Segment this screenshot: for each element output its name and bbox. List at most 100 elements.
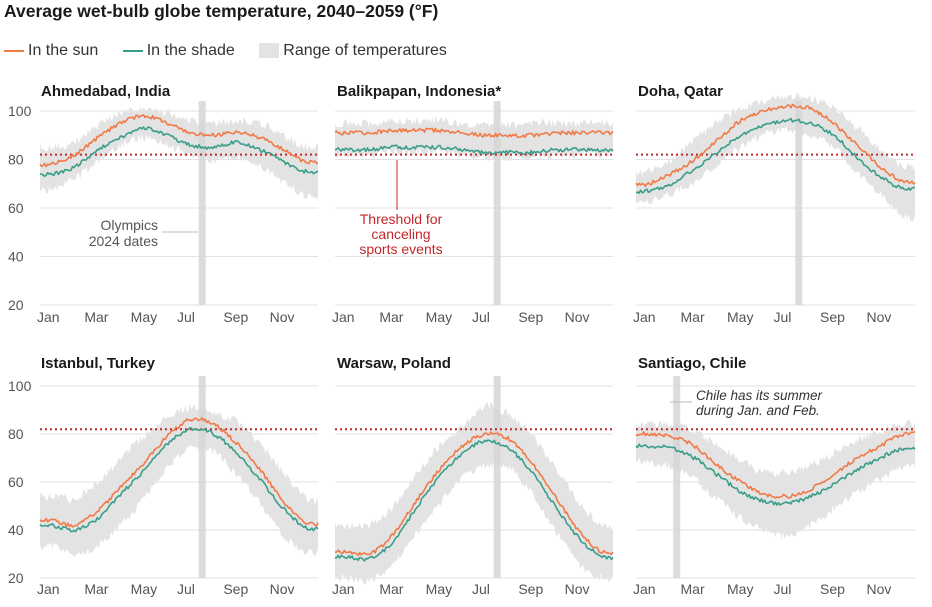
y-tick-label: 20	[8, 570, 24, 586]
x-tick-label: Jan	[633, 309, 656, 325]
shade-line	[635, 443, 916, 506]
x-tick-label: Nov	[270, 581, 295, 597]
x-tick-label: Nov	[867, 309, 892, 325]
x-tick-label: Sep	[518, 309, 543, 325]
shade-line	[39, 126, 319, 178]
y-tick-label: 40	[8, 522, 24, 538]
sun-line	[334, 127, 614, 139]
x-tick-label: May	[426, 581, 452, 597]
highlight-bar	[493, 101, 501, 305]
panel-1: 20 40 60 80 100 Jan Mar May Jul Sep Nov Ahmedabad, …	[8, 83, 319, 325]
panel-4: 20 40 60 80 100 Jan Mar May Jul Sep Nov Istanbul, T…	[8, 355, 319, 597]
annotation-text: Threshold for	[360, 211, 443, 227]
x-tick-label: Jul	[774, 581, 792, 597]
sun-line	[635, 430, 916, 499]
annotation-text: Chile has its summer	[696, 388, 823, 403]
range-band	[335, 401, 613, 586]
x-tick-label: Mar	[681, 581, 705, 597]
x-tick-label: Jan	[37, 581, 60, 597]
x-tick-label: May	[426, 309, 452, 325]
legend-item-sun: In the sun	[4, 42, 98, 60]
y-tick-label: 60	[8, 200, 24, 216]
annotation-text: Olympics	[100, 217, 158, 233]
y-tick-label: 80	[8, 152, 24, 168]
legend-label-shade: In the shade	[146, 42, 235, 59]
x-tick-label: Jul	[472, 581, 490, 597]
x-tick-label: Sep	[820, 309, 845, 325]
shade-line	[635, 117, 915, 194]
sun-line	[334, 431, 614, 557]
range-band	[40, 404, 318, 558]
x-tick-label: Mar	[84, 581, 108, 597]
sun-line	[635, 103, 916, 187]
x-tick-label: Sep	[518, 581, 543, 597]
legend-label-sun: In the sun	[28, 42, 99, 59]
x-tick-label: May	[131, 581, 157, 597]
legend-swatch-sun	[4, 49, 24, 52]
x-tick-label: May	[727, 309, 753, 325]
x-tick-label: Jul	[177, 581, 195, 597]
x-tick-label: Mar	[379, 309, 403, 325]
y-tick-label: 40	[8, 249, 24, 265]
shade-line	[334, 439, 614, 562]
x-tick-label: Mar	[681, 309, 705, 325]
x-tick-label: Mar	[84, 309, 108, 325]
panel-title: Istanbul, Turkey	[41, 355, 156, 372]
annotation-text: 2024 dates	[89, 233, 158, 249]
x-tick-label: May	[727, 581, 753, 597]
range-band	[636, 92, 915, 222]
x-tick-label: Jul	[177, 309, 195, 325]
x-tick-label: Nov	[270, 309, 295, 325]
y-tick-label: 80	[8, 426, 24, 442]
x-tick-label: Nov	[565, 309, 590, 325]
panel-title: Ahmedabad, India	[41, 83, 171, 100]
range-band	[636, 419, 915, 539]
legend-swatch-shade	[122, 49, 143, 52]
range-band	[40, 107, 318, 200]
panel-2: Jan Mar May Jul Sep Nov Balikpapan, Indonesia*	[332, 83, 614, 325]
x-tick-label: Nov	[565, 581, 590, 597]
x-tick-label: Jan	[332, 309, 355, 325]
x-tick-label: Sep	[223, 309, 248, 325]
panel-3: Jan Mar May Jul Sep Nov Doha, Qatar	[633, 83, 916, 325]
highlight-bar	[198, 101, 206, 305]
shade-line	[334, 144, 614, 155]
x-tick-label: Mar	[379, 581, 403, 597]
sun-line	[39, 417, 319, 528]
chart-title: Average wet-bulb globe temperature, 2040…	[4, 1, 439, 21]
highlight-bar	[795, 101, 803, 305]
x-tick-label: Jan	[633, 581, 656, 597]
panel-title: Doha, Qatar	[638, 83, 723, 100]
panel-5: Jan Mar May Jul Sep Nov Warsaw, Poland	[332, 355, 614, 597]
x-tick-label: Jan	[332, 581, 355, 597]
legend-label-range: Range of temperatures	[283, 42, 447, 59]
x-tick-label: Jul	[774, 309, 792, 325]
y-tick-label: 100	[8, 378, 32, 394]
x-tick-label: Sep	[223, 581, 248, 597]
legend-item-range: Range of temperatures	[259, 42, 447, 60]
highlight-bar	[673, 376, 681, 578]
y-tick-label: 20	[8, 297, 24, 313]
annotation-text: canceling	[371, 226, 430, 242]
x-tick-label: Sep	[820, 581, 845, 597]
x-tick-label: May	[131, 309, 157, 325]
x-tick-label: Jan	[37, 309, 60, 325]
y-tick-label: 60	[8, 474, 24, 490]
y-tick-label: 100	[8, 103, 32, 119]
panel-6: Jan Mar May Jul Sep Nov Santiago, Chile	[633, 355, 916, 597]
panel-title: Santiago, Chile	[638, 355, 746, 372]
highlight-bar	[198, 376, 206, 578]
sun-line	[39, 114, 318, 168]
legend: In the sun In the shade Range of tempera…	[4, 42, 467, 60]
panel-title: Warsaw, Poland	[337, 355, 451, 372]
x-tick-label: Jul	[472, 309, 490, 325]
x-tick-label: Nov	[867, 581, 892, 597]
annotation-text: during Jan. and Feb.	[696, 403, 820, 418]
annotation-text: sports events	[359, 241, 442, 257]
legend-swatch-range	[259, 43, 280, 59]
highlight-bar	[493, 376, 501, 578]
